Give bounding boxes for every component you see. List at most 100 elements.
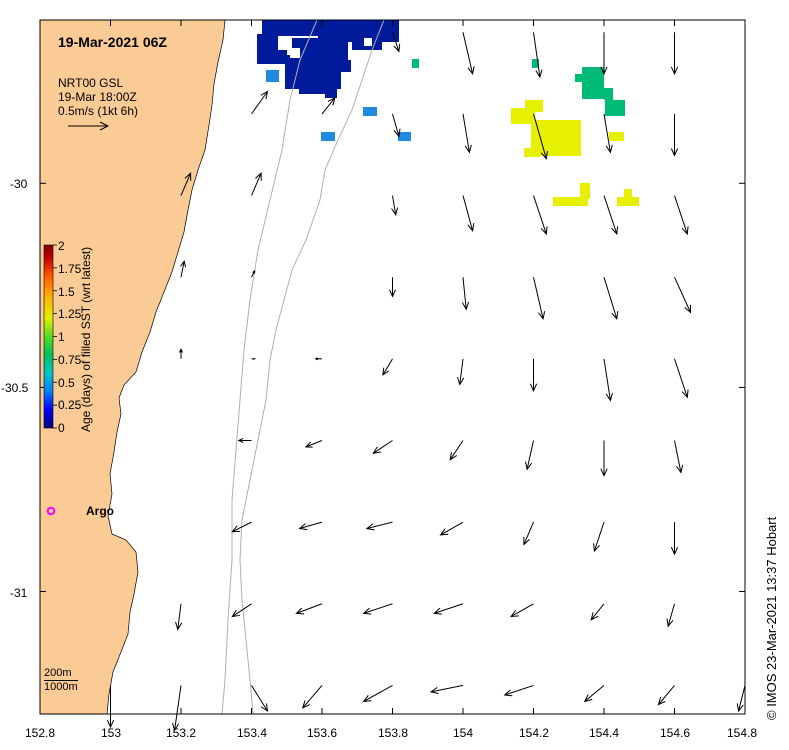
x-tick-label: 152.8: [24, 726, 56, 740]
y-tick-label: -30: [10, 177, 28, 191]
colorbar: [43, 244, 54, 429]
current-vector: [251, 90, 269, 115]
x-tick-label: 153.2: [165, 726, 197, 740]
current-vector: [251, 685, 269, 713]
current-vector: [362, 684, 393, 703]
current-vector: [525, 440, 534, 471]
axis-ticks: [39, 20, 746, 714]
scale-arrow: [68, 121, 110, 131]
current-vector: [231, 521, 252, 533]
current-vector: [510, 603, 534, 618]
colorbar-label: 0.75: [58, 353, 82, 367]
current-vector: [180, 172, 192, 196]
sst-gap-cells: [257, 20, 372, 58]
isobath-200m: [221, 20, 318, 714]
x-tick-label: 153: [100, 726, 122, 740]
current-vector: [304, 440, 323, 448]
current-vector: [180, 259, 187, 278]
current-vector: [251, 357, 256, 360]
x-tick-label: 153.4: [236, 726, 268, 740]
current-vector: [603, 113, 613, 154]
current-vector: [321, 96, 336, 115]
current-vector: [433, 603, 464, 615]
current-vector: [583, 685, 605, 703]
map-title: 19-Mar-2021 06Z: [58, 34, 167, 50]
x-tick-label: 154.2: [518, 726, 550, 740]
current-vector: [314, 357, 322, 361]
current-vector: [603, 358, 613, 402]
vector-legend: NRT00 GSL 19-Mar 18:00Z 0.5m/s (1kt 6h): [58, 76, 138, 118]
current-vector: [533, 113, 548, 160]
current-vector: [666, 603, 675, 628]
current-vector: [590, 603, 605, 621]
current-vector: [382, 358, 393, 376]
x-tick-label: 154.8: [726, 726, 758, 740]
current-vector: [533, 32, 543, 79]
current-vector: [533, 277, 546, 320]
x-tick-label: 154.4: [588, 726, 620, 740]
x-tick-label: 153.6: [306, 726, 338, 740]
current-vector: [372, 440, 393, 454]
isobath-legend: 200m 1000m: [44, 667, 78, 694]
current-vector: [106, 685, 115, 729]
current-vector: [670, 113, 679, 157]
current-vector: [457, 358, 465, 386]
current-vector: [674, 440, 684, 474]
current-vector: [389, 277, 396, 298]
isobath-1000m-label: 1000m: [44, 680, 78, 693]
sst-age-09-cells: [412, 59, 625, 116]
x-tick-label: 154.6: [659, 726, 691, 740]
x-tick-label: 154: [452, 726, 474, 740]
credit-line: © IMOS 23-Mar-2021 13:37 Hobart: [764, 516, 779, 720]
current-vector: [462, 195, 475, 232]
colorbar-label: 2: [58, 239, 65, 253]
vector-legend-time: 19-Mar 18:00Z: [58, 90, 137, 104]
current-vector: [461, 277, 470, 311]
sst-age-03-cells: [266, 70, 411, 141]
current-vector: [674, 195, 689, 236]
x-tick-label: 153.8: [377, 726, 409, 740]
isobath-1000m: [239, 20, 385, 714]
current-vector: [298, 521, 323, 531]
current-vector: [462, 113, 472, 154]
current-vector: [391, 195, 399, 216]
colorbar-label: 1.25: [58, 307, 82, 321]
current-vector: [593, 521, 605, 553]
current-vector: [175, 603, 183, 631]
current-vector: [449, 440, 464, 461]
current-vector: [429, 684, 464, 695]
current-vector: [362, 603, 393, 615]
current-vector: [674, 358, 689, 399]
colorbar-label: 0.25: [58, 398, 82, 412]
current-vector: [439, 521, 464, 536]
current-vector: [670, 32, 679, 76]
argo-marker: [46, 506, 56, 516]
colorbar-label: 0.5: [58, 376, 75, 390]
current-vector: [251, 269, 256, 278]
current-vector: [179, 348, 183, 359]
current-vector: [529, 358, 538, 393]
vector-legend-scale: 0.5m/s (1kt 6h): [58, 104, 139, 118]
current-vector: [171, 685, 182, 732]
current-vector: [237, 438, 252, 443]
land-mass: [40, 20, 226, 714]
current-vector: [533, 195, 548, 236]
current-vector: [392, 113, 401, 138]
current-vector: [231, 603, 252, 618]
sst-age-0-cells: [257, 20, 399, 98]
colorbar-label: 1.5: [58, 285, 75, 299]
vector-legend-source: NRT00 GSL: [58, 76, 124, 90]
argo-label: Argo: [86, 504, 114, 518]
current-vector: [503, 684, 534, 697]
current-vector: [657, 685, 675, 706]
colorbar-label: 0: [58, 421, 65, 435]
current-vector: [523, 521, 534, 546]
current-vector: [392, 32, 401, 53]
current-vector: [302, 685, 323, 709]
current-vector: [365, 521, 393, 531]
current-vectors: [106, 32, 746, 732]
y-tick-label: -30.5: [1, 381, 29, 395]
y-tick-label: -31: [10, 586, 28, 600]
current-vector: [736, 685, 746, 713]
